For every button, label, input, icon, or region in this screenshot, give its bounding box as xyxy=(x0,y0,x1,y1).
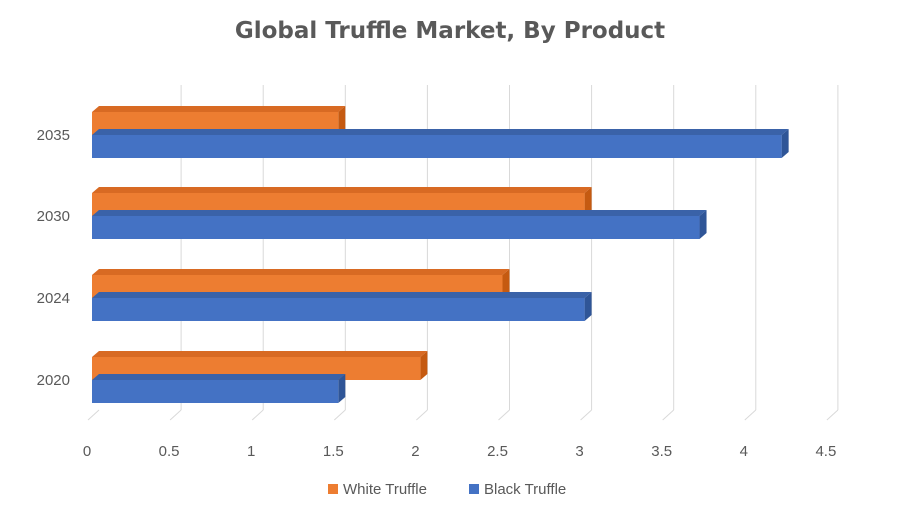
gridline-floor xyxy=(169,409,182,421)
category-axis: 2020 2024 2030 2035 xyxy=(37,127,70,389)
bar-side xyxy=(781,129,789,158)
bar-side xyxy=(584,187,592,216)
bar-front xyxy=(92,135,782,158)
x-tick-label: 1 xyxy=(247,443,255,460)
bar-front xyxy=(92,380,339,403)
bar-side xyxy=(420,351,428,380)
category-label: 2020 xyxy=(37,372,70,389)
x-tick-label: 3.5 xyxy=(651,443,672,460)
gridline-floor xyxy=(580,409,592,421)
chart-title: Global Truffle Market, By Product xyxy=(234,18,666,44)
x-tick-label: 0.5 xyxy=(159,443,180,460)
bar-top xyxy=(92,187,592,193)
legend-label: Black Truffle xyxy=(484,481,566,498)
bar xyxy=(92,374,346,403)
bar-side xyxy=(338,374,346,403)
x-tick-label: 1.5 xyxy=(323,443,344,460)
gridline-floor xyxy=(251,409,264,421)
bar-top xyxy=(92,351,428,357)
gridline-floor xyxy=(662,409,675,421)
bar xyxy=(92,292,592,321)
gridline-floor xyxy=(416,409,428,421)
gridline-floor xyxy=(333,409,346,421)
legend-item: White Truffle xyxy=(328,481,427,498)
bar-top xyxy=(92,106,346,112)
gridline-floor xyxy=(87,409,100,421)
gridline-floor xyxy=(498,409,510,421)
category-label: 2035 xyxy=(37,127,70,144)
gridline-floor xyxy=(826,409,839,421)
bar-top xyxy=(92,269,510,275)
x-tick-label: 4.5 xyxy=(815,443,836,460)
legend-swatch xyxy=(328,484,338,494)
bar-top xyxy=(92,374,346,380)
bars xyxy=(92,106,789,403)
bar-side xyxy=(584,292,592,321)
bar-front xyxy=(92,216,700,239)
bar-top xyxy=(92,129,789,135)
legend: White Truffle Black Truffle xyxy=(328,481,566,498)
category-label: 2030 xyxy=(37,208,70,225)
x-tick-label: 3 xyxy=(575,443,583,460)
bar xyxy=(92,210,707,239)
bar-top xyxy=(92,210,707,216)
bar-front xyxy=(92,298,585,321)
x-tick-label: 2 xyxy=(411,443,419,460)
gridline-floor xyxy=(744,409,757,421)
x-tick-label: 4 xyxy=(740,443,748,460)
bar-side xyxy=(502,269,510,298)
bar-side xyxy=(338,106,346,135)
bar xyxy=(92,129,789,158)
bar-side xyxy=(699,210,707,239)
value-axis: 0 0.5 1 1.5 2 2.5 3 3.5 4 4.5 xyxy=(83,443,837,460)
legend-swatch xyxy=(469,484,479,494)
legend-item: Black Truffle xyxy=(469,481,566,498)
bar-top xyxy=(92,292,592,298)
legend-label: White Truffle xyxy=(343,481,427,498)
x-tick-label: 2.5 xyxy=(487,443,508,460)
category-label: 2024 xyxy=(37,290,70,307)
x-tick-label: 0 xyxy=(83,443,91,460)
